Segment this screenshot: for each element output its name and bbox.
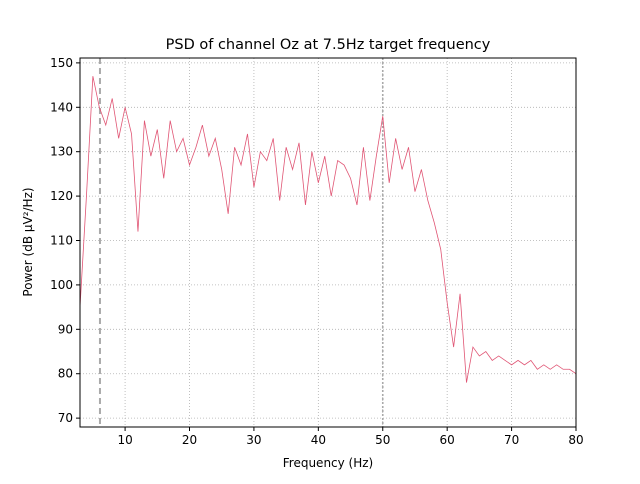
chart-title: PSD of channel Oz at 7.5Hz target freque… (166, 37, 491, 53)
y-tick-label: 140 (50, 100, 73, 114)
x-tick-label: 40 (311, 433, 326, 447)
y-tick-label: 110 (50, 234, 73, 248)
y-tick-label: 90 (58, 322, 73, 336)
plot-frame (79, 57, 577, 428)
y-tick-label: 70 (58, 411, 73, 425)
y-tick-label: 150 (50, 56, 73, 70)
y-tick-label: 130 (50, 145, 73, 159)
x-tick-label: 80 (568, 433, 583, 447)
y-axis-label: Power (dB µV²/Hz) (21, 187, 35, 296)
x-tick-label: 20 (182, 433, 197, 447)
y-tick-label: 100 (50, 278, 73, 292)
data-line (79, 76, 577, 383)
x-tick-label: 30 (246, 433, 261, 447)
x-tick-label: 50 (375, 433, 390, 447)
x-tick-label: 10 (117, 433, 132, 447)
x-axis-label: Frequency (Hz) (283, 456, 374, 470)
x-tick-label: 70 (504, 433, 519, 447)
x-tick-label: 60 (440, 433, 455, 447)
y-tick-label: 80 (58, 367, 73, 381)
y-tick-label: 120 (50, 189, 73, 203)
